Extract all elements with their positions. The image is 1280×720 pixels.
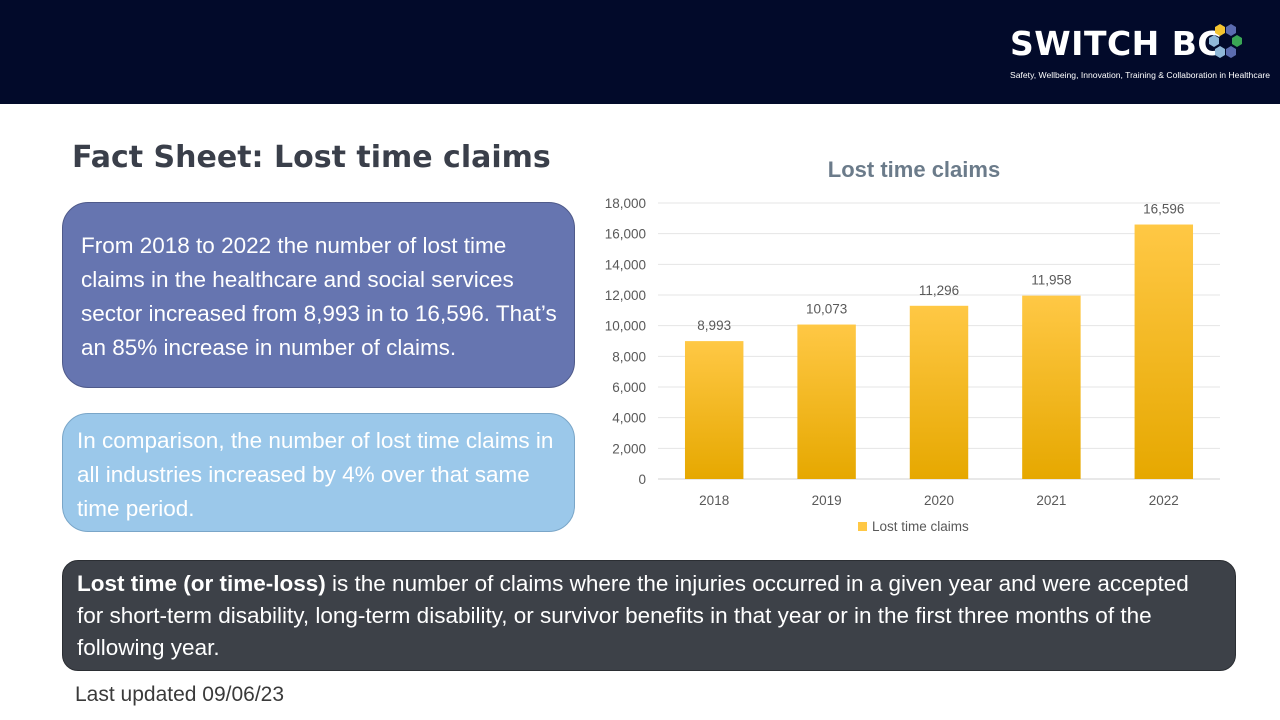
y-tick-label: 10,000 [605,319,646,334]
y-tick-label: 16,000 [605,227,646,242]
y-tick-label: 6,000 [612,380,646,395]
switch-bc-logo: SWITCH BC Safety, Wellbeing, Innovation,… [1010,22,1270,82]
summary-text: From 2018 to 2022 the number of lost tim… [81,233,557,360]
y-tick-label: 4,000 [612,411,646,426]
comparison-box: In comparison, the number of lost time c… [62,413,575,532]
x-tick-label: 2021 [1036,493,1066,508]
definition-term: Lost time (or time-loss) [77,571,326,596]
summary-box: From 2018 to 2022 the number of lost tim… [62,202,575,388]
bar-2022 [1134,224,1194,479]
chart-svg: Lost time claims 0 2,000 4,000 6,000 8,000 10… [605,157,1220,534]
y-tick-label: 0 [638,472,646,487]
bar-2020 [909,305,969,479]
y-tick-label: 14,000 [605,257,646,272]
header-bar: SWITCH BC Safety, Wellbeing, Innovation,… [0,0,1280,104]
y-tick-label: 2,000 [612,441,646,456]
data-label-2021: 11,958 [1031,273,1071,288]
y-tick-label: 12,000 [605,288,646,303]
bar-2019 [797,324,856,479]
data-label-2022: 16,596 [1143,202,1184,217]
x-tick-label: 2018 [699,493,729,508]
bar-2021 [1022,295,1081,479]
page-title: Fact Sheet: Lost time claims [72,140,551,175]
y-tick-label: 8,000 [612,349,646,364]
x-tick-label: 2019 [812,493,842,508]
comparison-text: In comparison, the number of lost time c… [77,428,554,521]
y-tick-label: 18,000 [605,196,646,211]
logo-tagline: Safety, Wellbeing, Innovation, Training … [1010,70,1271,80]
lost-time-claims-chart: Lost time claims 0 2,000 4,000 6,000 8,000 10… [590,150,1240,550]
x-tick-label: 2020 [924,493,954,508]
data-label-2019: 10,073 [806,302,847,317]
legend-swatch [858,522,867,531]
data-label-2018: 8,993 [697,318,731,333]
hexagon-cluster-icon [1209,24,1242,58]
definition-text: is the number of claims where the injuri… [77,571,1189,660]
legend-label: Lost time claims [872,519,969,534]
chart-title: Lost time claims [828,157,1000,182]
data-label-2020: 11,296 [919,283,959,298]
last-updated: Last updated 09/06/23 [75,683,285,706]
x-tick-label: 2022 [1149,493,1179,508]
bar-2018 [684,341,744,479]
logo-text: SWITCH BC [1010,24,1223,63]
definition-box: Lost time (or time-loss) is the number o… [62,560,1236,671]
